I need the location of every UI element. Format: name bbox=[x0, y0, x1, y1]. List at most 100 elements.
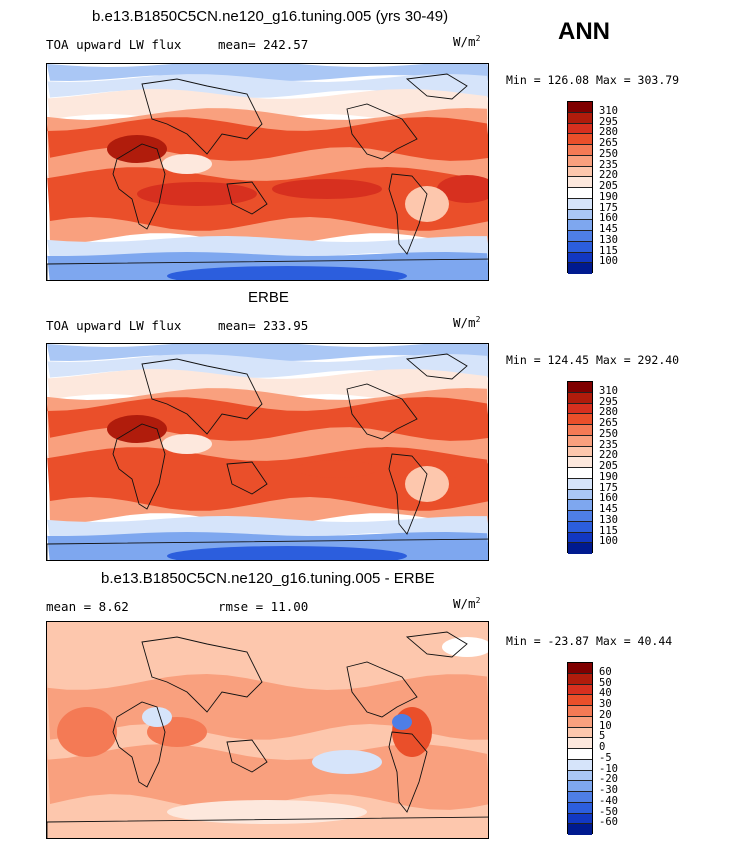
colorbar-label: 280 bbox=[599, 406, 618, 419]
colorbar-label: 175 bbox=[599, 481, 618, 494]
colorbar-label: 160 bbox=[599, 212, 618, 225]
colorbar-label: 40 bbox=[599, 687, 612, 700]
colorbar-label: 265 bbox=[599, 417, 618, 429]
colorbar-label: 145 bbox=[599, 503, 618, 515]
colorbar-swatch bbox=[568, 813, 592, 825]
colorbar-label: 250 bbox=[599, 427, 618, 440]
colorbar-label: 30 bbox=[599, 698, 612, 710]
colorbar-label: 295 bbox=[599, 395, 618, 408]
colorbar-label: 160 bbox=[599, 492, 618, 505]
panel3-mean: mean = 8.62 bbox=[46, 599, 129, 614]
colorbar-swatch bbox=[568, 198, 592, 210]
colorbar-label: -40 bbox=[599, 794, 618, 807]
colorbar-swatch bbox=[568, 414, 592, 425]
colorbar-label: 205 bbox=[599, 460, 618, 472]
colorbar-label: 5 bbox=[599, 730, 606, 743]
colorbar-label: 295 bbox=[599, 115, 618, 128]
colorbar-swatch bbox=[568, 706, 592, 717]
colorbar-label: 130 bbox=[599, 233, 618, 246]
colorbar-label: 310 bbox=[599, 384, 618, 397]
colorbar-swatch bbox=[568, 738, 592, 749]
colorbar-swatch bbox=[568, 727, 592, 739]
colorbar-label: 280 bbox=[599, 126, 618, 139]
colorbar-label: 100 bbox=[599, 255, 618, 268]
colorbar-swatch bbox=[568, 543, 592, 554]
colorbar-swatch bbox=[568, 102, 592, 113]
panel2-mean: mean= 233.95 bbox=[218, 318, 309, 333]
colorbar-swatch bbox=[568, 392, 592, 404]
colorbar-label: 190 bbox=[599, 470, 618, 483]
colorbar-swatch bbox=[568, 770, 592, 782]
colorbar-swatch bbox=[568, 457, 592, 468]
panel3-units: W/m2 bbox=[453, 596, 481, 612]
panel1-colorbar bbox=[567, 101, 593, 274]
colorbar-swatch bbox=[568, 468, 592, 479]
colorbar-swatch bbox=[568, 716, 592, 728]
colorbar-label: -20 bbox=[599, 773, 618, 786]
colorbar-swatch bbox=[568, 500, 592, 511]
colorbar-label: 115 bbox=[599, 524, 618, 537]
colorbar-label: 190 bbox=[599, 190, 618, 203]
season-label: ANN bbox=[558, 18, 610, 45]
colorbar-swatch bbox=[568, 123, 592, 135]
colorbar-swatch bbox=[568, 112, 592, 124]
colorbar-label: -5 bbox=[599, 751, 612, 764]
panel3-title: b.e13.B1850C5CN.ne120_g16.tuning.005 - E… bbox=[101, 570, 435, 587]
colorbar-label: 130 bbox=[599, 513, 618, 526]
colorbar-label: -30 bbox=[599, 784, 618, 796]
colorbar-swatch bbox=[568, 425, 592, 436]
colorbar-label: 0 bbox=[599, 741, 606, 753]
colorbar-label: -50 bbox=[599, 805, 618, 818]
colorbar-swatch bbox=[568, 220, 592, 231]
colorbar-swatch bbox=[568, 684, 592, 696]
colorbar-swatch bbox=[568, 134, 592, 145]
colorbar-swatch bbox=[568, 231, 592, 242]
panel3-rmse: rmse = 11.00 bbox=[218, 599, 309, 614]
colorbar-swatch bbox=[568, 824, 592, 835]
colorbar-label: 20 bbox=[599, 708, 612, 721]
colorbar-swatch bbox=[568, 382, 592, 393]
colorbar-swatch bbox=[568, 241, 592, 253]
colorbar-swatch bbox=[568, 663, 592, 674]
colorbar-label: 60 bbox=[599, 665, 612, 678]
panel1-mean: mean= 242.57 bbox=[218, 37, 309, 52]
colorbar-label: 175 bbox=[599, 201, 618, 214]
colorbar-label: -60 bbox=[599, 816, 618, 829]
panel2-colorbar bbox=[567, 381, 593, 554]
colorbar-swatch bbox=[568, 781, 592, 792]
colorbar-swatch bbox=[568, 759, 592, 771]
colorbar-label: 235 bbox=[599, 158, 618, 171]
colorbar-label: 10 bbox=[599, 719, 612, 732]
colorbar-label: 310 bbox=[599, 104, 618, 117]
colorbar-swatch bbox=[568, 521, 592, 533]
colorbar-swatch bbox=[568, 695, 592, 706]
panel2-units: W/m2 bbox=[453, 315, 481, 331]
colorbar-swatch bbox=[568, 802, 592, 814]
colorbar-label: 220 bbox=[599, 169, 618, 182]
colorbar-swatch bbox=[568, 478, 592, 490]
colorbar-swatch bbox=[568, 673, 592, 685]
colorbar-label: 100 bbox=[599, 535, 618, 548]
panel2-variable: TOA upward LW flux bbox=[46, 318, 182, 333]
panel3-minmax: Min = -23.87 Max = 40.44 bbox=[506, 634, 673, 648]
colorbar-label: 235 bbox=[599, 438, 618, 451]
colorbar-swatch bbox=[568, 435, 592, 447]
colorbar-swatch bbox=[568, 446, 592, 458]
colorbar-swatch bbox=[568, 177, 592, 188]
panel3-colorbar bbox=[567, 662, 593, 835]
colorbar-swatch bbox=[568, 188, 592, 199]
colorbar-label: 265 bbox=[599, 137, 618, 149]
panel2-erbe-map bbox=[46, 343, 489, 561]
colorbar-swatch bbox=[568, 145, 592, 156]
colorbar-swatch bbox=[568, 209, 592, 221]
colorbar-swatch bbox=[568, 155, 592, 167]
colorbar-label: 115 bbox=[599, 244, 618, 257]
colorbar-label: 250 bbox=[599, 147, 618, 160]
panel1-title: b.e13.B1850C5CN.ne120_g16.tuning.005 (yr… bbox=[92, 8, 449, 25]
colorbar-label: 50 bbox=[599, 676, 612, 689]
colorbar-swatch bbox=[568, 792, 592, 803]
panel1-units: W/m2 bbox=[453, 34, 481, 50]
colorbar-swatch bbox=[568, 532, 592, 544]
colorbar-label: 205 bbox=[599, 180, 618, 192]
colorbar-swatch bbox=[568, 252, 592, 264]
